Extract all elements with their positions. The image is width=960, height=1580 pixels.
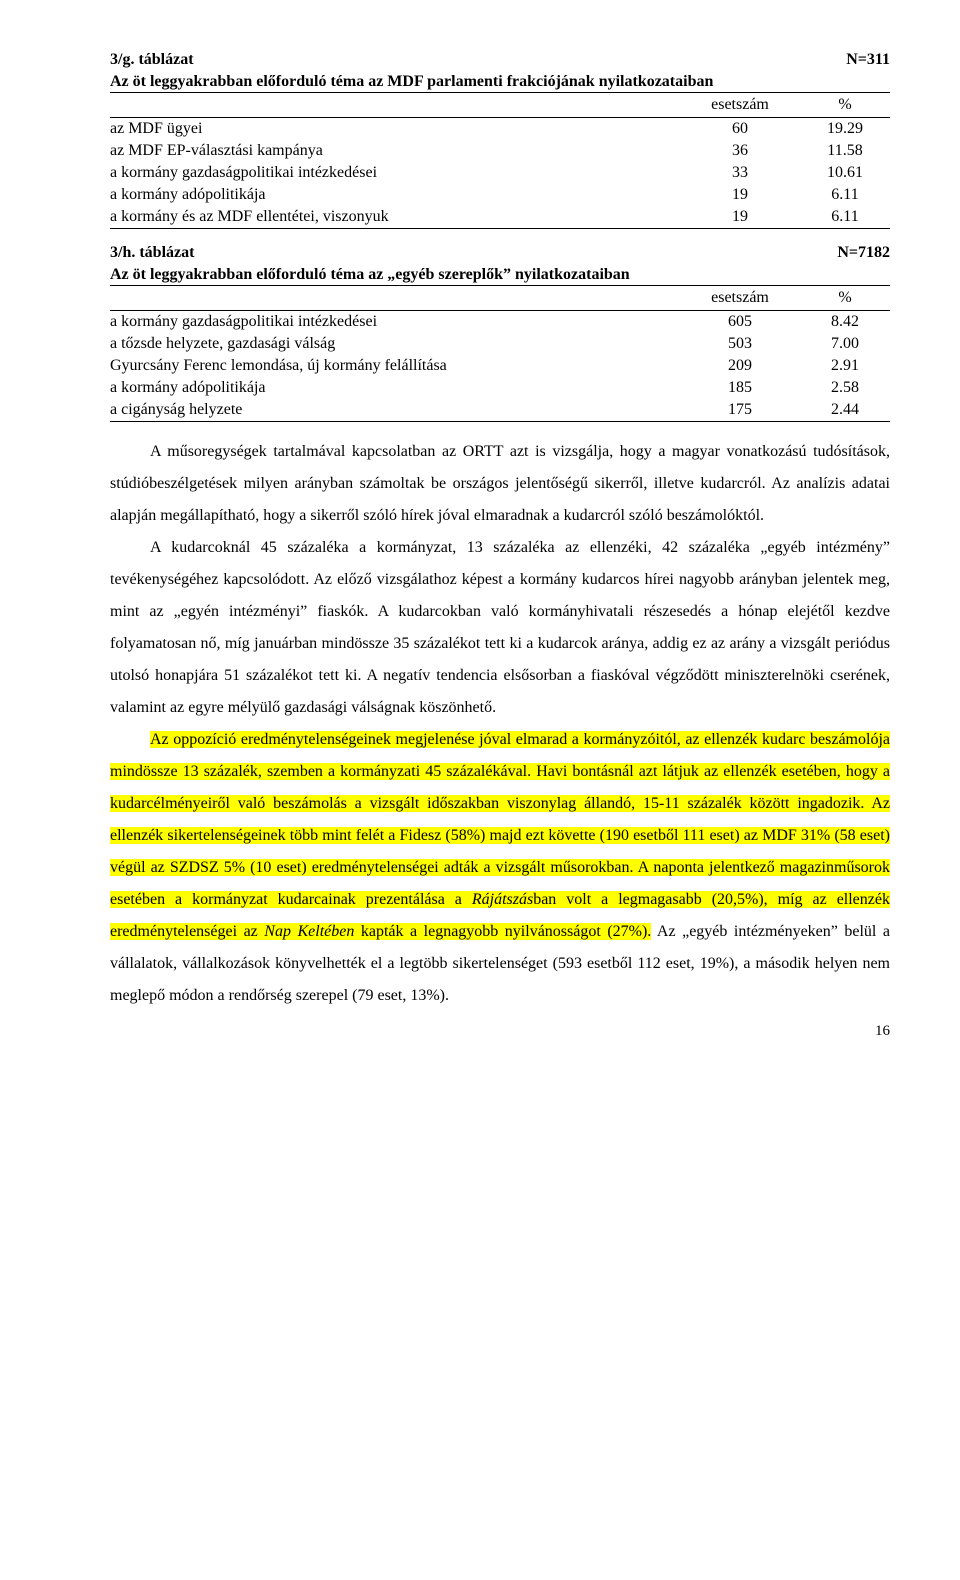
table-row: a tőzsde helyzete, gazdasági válság 503 … [110, 333, 890, 355]
table-row: a cigányság helyzete 175 2.44 [110, 399, 890, 421]
table-row: a kormány gazdaságpolitikai intézkedései… [110, 162, 890, 184]
table-row: a kormány adópolitikája 19 6.11 [110, 184, 890, 206]
table-row: az MDF ügyei 60 19.29 [110, 118, 890, 140]
paragraph-3: Az oppozíció eredménytelenségeinek megje… [110, 724, 890, 1012]
table-row: Gyurcsány Ferenc lemondása, új kormány f… [110, 355, 890, 377]
table-row: az MDF EP-választási kampánya 36 11.58 [110, 140, 890, 162]
col-esetszam: esetszám [680, 288, 800, 308]
table-3g-n: N=311 [846, 50, 890, 70]
col-percent: % [800, 288, 890, 308]
table-3g: 3/g. táblázat N=311 Az öt leggyakrabban … [110, 50, 890, 229]
col-percent: % [800, 95, 890, 115]
table-row: a kormány adópolitikája 185 2.58 [110, 377, 890, 399]
table-3g-caption: Az öt leggyakrabban előforduló téma az M… [110, 72, 890, 92]
table-3h-header: esetszám % [110, 285, 890, 311]
table-row: a kormány és az MDF ellentétei, viszonyu… [110, 206, 890, 228]
table-3h-caption: Az öt leggyakrabban előforduló téma az „… [110, 265, 890, 285]
paragraph-2: A kudarcoknál 45 százaléka a kormányzat,… [110, 532, 890, 724]
table-3g-header: esetszám % [110, 92, 890, 118]
table-3h: 3/h. táblázat N=7182 Az öt leggyakrabban… [110, 243, 890, 422]
col-esetszam: esetszám [680, 95, 800, 115]
table-3h-code: 3/h. táblázat [110, 243, 837, 263]
page-number: 16 [110, 1022, 890, 1041]
table-3h-n: N=7182 [837, 243, 890, 263]
highlight-span: Az oppozíció eredménytelenségeinek megje… [110, 731, 890, 940]
table-row: a kormány gazdaságpolitikai intézkedései… [110, 311, 890, 333]
paragraph-1: A műsoregységek tartalmával kapcsolatban… [110, 436, 890, 532]
table-3g-code: 3/g. táblázat [110, 50, 846, 70]
